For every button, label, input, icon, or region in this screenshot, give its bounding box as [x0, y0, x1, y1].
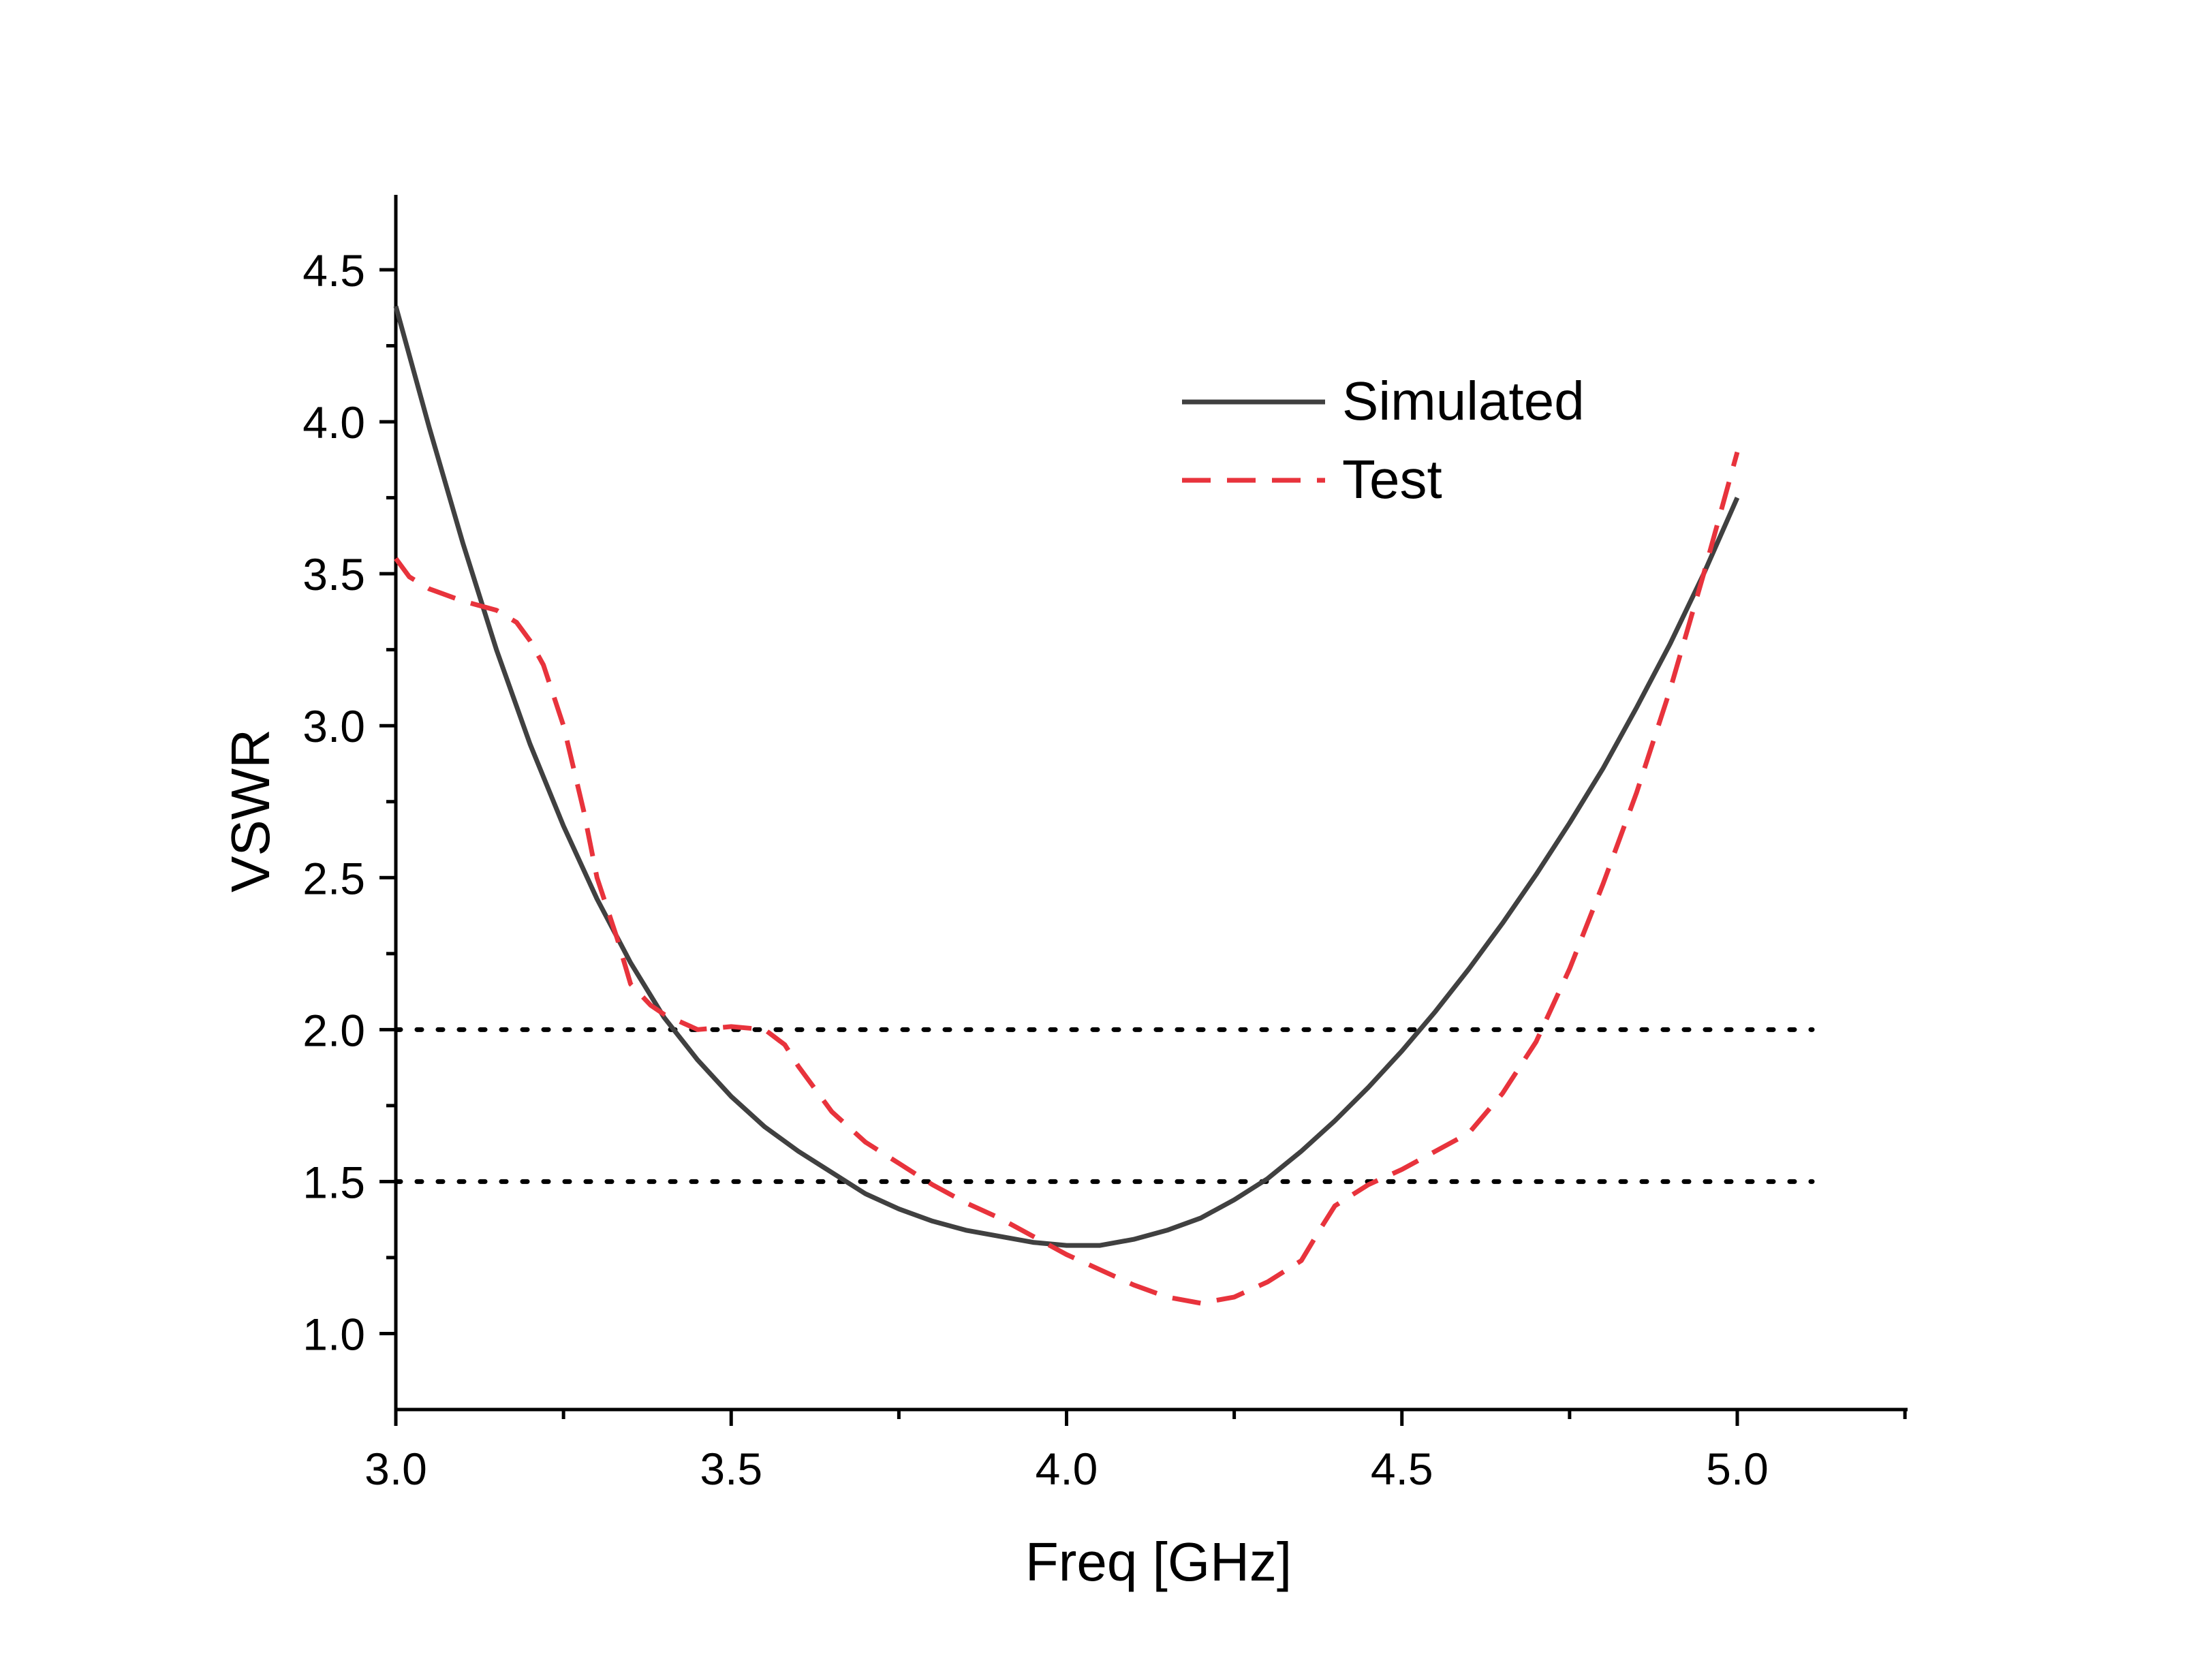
legend-label-test: Test — [1342, 449, 1442, 510]
y-tick-label: 1.5 — [302, 1157, 365, 1207]
y-axis-title: VSWR — [220, 729, 281, 892]
series-line-test — [394, 451, 1740, 1306]
x-tick-label: 3.0 — [364, 1444, 427, 1494]
y-tick-label: 3.0 — [302, 701, 365, 751]
axes: 3.0 3.5 4.0 4.5 5.0 1.0 1.5 2.0 2.5 3.0 3.5 4.0 4.5 — [302, 195, 1908, 1494]
x-axis-title: Freq [GHz] — [1025, 1531, 1292, 1592]
series-line-simulated — [393, 305, 1740, 1248]
reference-lines — [393, 1027, 1815, 1184]
x-tick-label: 3.5 — [700, 1444, 762, 1494]
y-tick-label: 1.0 — [302, 1309, 365, 1359]
y-tick-label: 3.5 — [302, 549, 365, 600]
y-tick-label: 2.0 — [302, 1005, 365, 1055]
y-tick-label: 2.5 — [302, 853, 365, 903]
x-tick-label: 4.0 — [1036, 1444, 1098, 1494]
x-tick-label: 5.0 — [1706, 1444, 1769, 1494]
legend: Simulated Test — [1182, 371, 1585, 510]
y-tick-label: 4.5 — [302, 245, 365, 296]
series-layer — [393, 305, 1740, 1306]
x-tick-label: 4.5 — [1371, 1444, 1433, 1494]
legend-label-simulated: Simulated — [1342, 371, 1585, 431]
y-tick-label: 4.0 — [302, 397, 365, 448]
